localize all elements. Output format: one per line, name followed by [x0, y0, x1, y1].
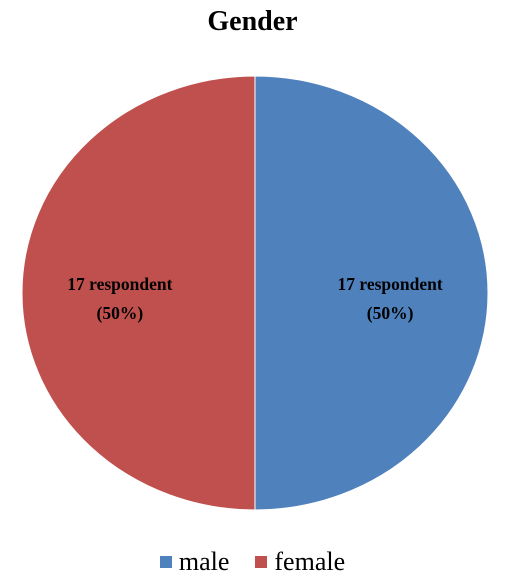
- legend-item-male: male: [159, 547, 230, 577]
- legend-label-female: female: [274, 547, 346, 576]
- chart-title: Gender: [207, 6, 298, 37]
- legend-label-male: male: [178, 547, 230, 576]
- slice-label-male-percent: (50%): [367, 303, 414, 323]
- legend-swatch-male: [159, 556, 172, 568]
- legend-swatch-female: [255, 556, 268, 568]
- slice-label-female-count: 17 respondent: [67, 274, 172, 294]
- slice-label-female-percent: (50%): [97, 303, 144, 323]
- legend: male female: [0, 547, 505, 577]
- pie-chart: 17 respondent (50%) 17 respondent (50%): [21, 75, 489, 511]
- legend-item-female: female: [255, 547, 345, 577]
- pie-slice-female: [21, 75, 256, 511]
- pie-slice-male: [254, 75, 489, 511]
- slice-label-male-count: 17 respondent: [338, 274, 443, 294]
